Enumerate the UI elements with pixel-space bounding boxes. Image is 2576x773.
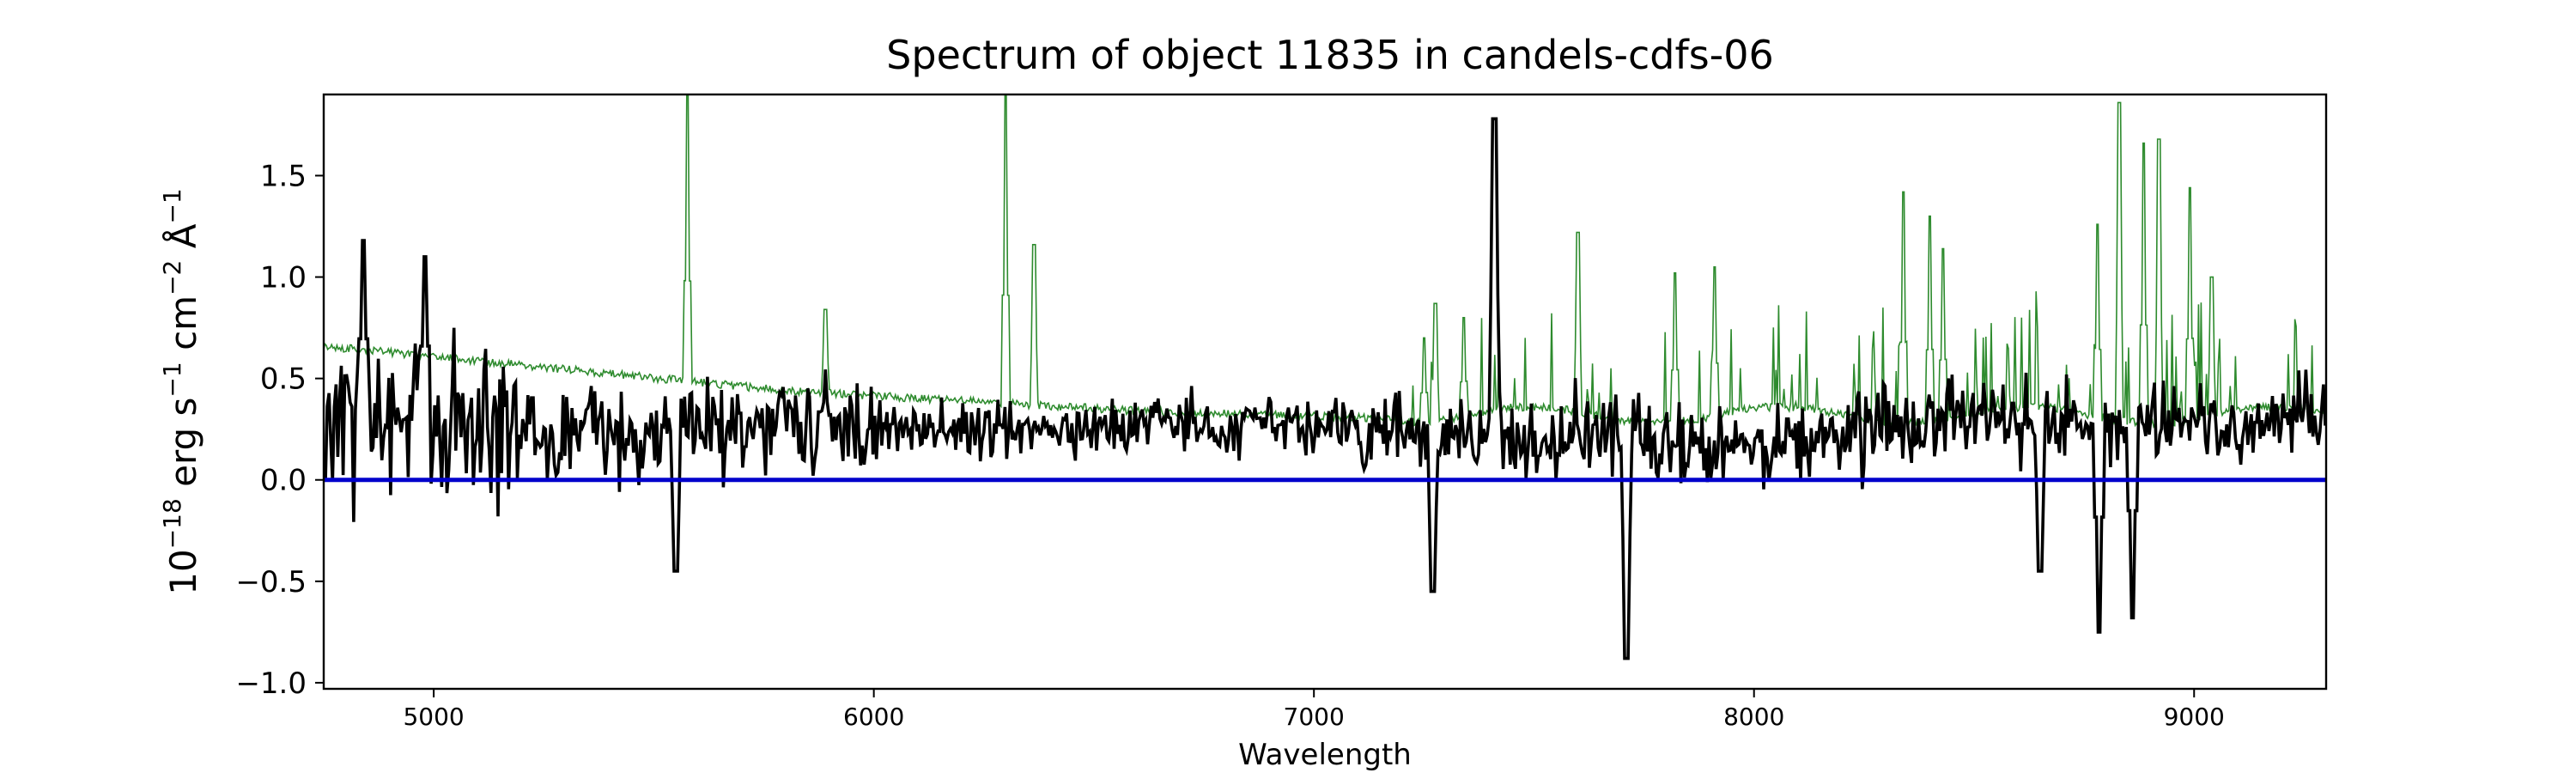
y-tick-label: 1.5 <box>260 159 307 193</box>
y-tick-label: 0.5 <box>260 362 307 397</box>
y-tick-label: 0.0 <box>260 464 307 498</box>
x-tick-label: 8000 <box>1723 703 1784 731</box>
y-label-base: 10 <box>162 549 204 594</box>
x-axis-label: Wavelength <box>1238 738 1412 772</box>
x-tick-label: 6000 <box>843 703 904 731</box>
chart-title: Spectrum of object 11835 in candels-cdfs… <box>886 32 1774 78</box>
y-label-angstrom: Å <box>161 223 204 259</box>
x-tick-label: 7000 <box>1284 703 1345 731</box>
x-tick-label: 9000 <box>2164 703 2225 731</box>
y-tick-label: −0.5 <box>235 565 307 600</box>
y-axis-label: 10−18 erg s−1 cm−2 Å−1 <box>158 188 204 594</box>
y-label-cm: cm <box>162 295 204 362</box>
y-label-exp: −18 <box>158 498 186 549</box>
y-tick-label: −1.0 <box>235 666 307 701</box>
error-spectrum-line <box>324 94 2326 429</box>
y-label-angstrom-exp: −1 <box>158 188 186 223</box>
x-tick-label: 5000 <box>403 703 464 731</box>
y-label-s-exp: −1 <box>158 362 186 397</box>
y-label-cm-exp: −2 <box>158 260 186 295</box>
plot-frame <box>322 93 2328 691</box>
flux-spectrum-line <box>324 117 2326 660</box>
y-label-erg: erg s <box>162 398 204 499</box>
y-axis: −1.0 −0.5 0.0 0.5 1.0 1.5 <box>235 159 324 701</box>
x-axis: 5000 6000 7000 8000 9000 <box>403 689 2225 731</box>
y-tick-label: 1.0 <box>260 261 307 295</box>
